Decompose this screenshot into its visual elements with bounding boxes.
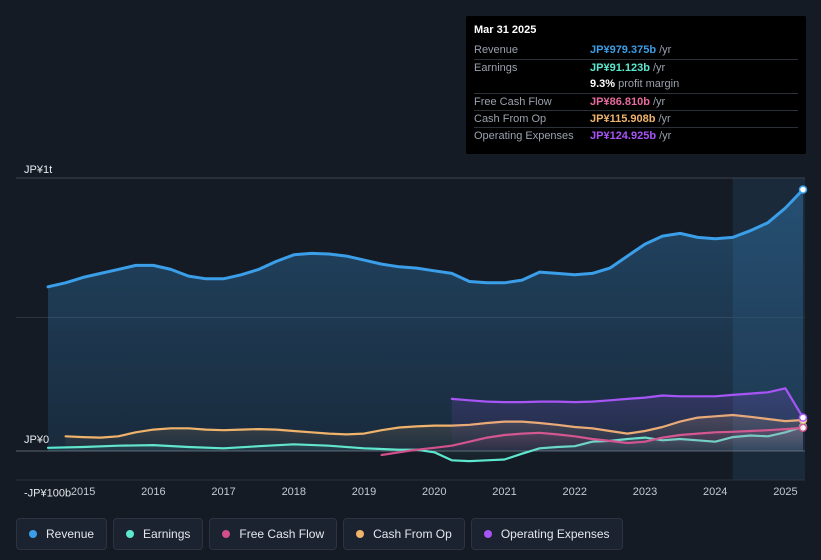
legend-label: Free Cash Flow [239,527,325,541]
legend-label: Cash From Op [373,527,452,541]
y-label-0: JP¥0 [24,434,49,446]
tooltip-value: JP¥979.375b [590,44,657,56]
x-tick-label: 2015 [71,486,95,498]
legend-dot-icon [126,530,135,538]
tooltip-panel: Mar 31 2025 Revenue JP¥979.375b /yr Earn… [466,16,806,154]
tooltip-date: Mar 31 2025 [474,24,537,36]
series-line-operating-expenses [450,387,805,419]
tooltip-value: JP¥91.123b [590,62,650,74]
tooltip-value: JP¥115.908b [590,113,656,125]
tooltip-row-profit-margin: 9.3% profit margin [474,76,798,93]
legend-item-earnings[interactable]: Earnings [113,518,204,550]
x-tick-label: 2024 [703,486,727,498]
tooltip-label: Operating Expenses [474,130,574,142]
legend-item-free-cash-flow[interactable]: Free Cash Flow [209,518,338,550]
tooltip-row-revenue: Revenue JP¥979.375b /yr [474,42,798,59]
tooltip-label: Free Cash Flow [474,96,552,108]
tooltip-unit: /yr [659,44,672,56]
legend-label: Earnings [143,527,191,541]
legend-dot-icon [356,530,365,538]
x-tick-label: 2021 [492,486,516,498]
x-tick-label: 2016 [141,486,165,498]
tooltip-row-earnings: Earnings JP¥91.123b /yr [474,59,798,76]
chart-svg[interactable]: 2015 2016 2017 2018 2019 2020 2021 2022 2023 2024… [0,0,821,510]
y-label-neg-100b: -JP¥100b [24,488,71,500]
tooltip-label: Cash From Op [474,113,547,125]
tooltip-unit: /yr [658,113,671,125]
series-area-revenue [48,189,803,451]
x-tick-label: 2019 [352,486,376,498]
legend: Revenue Earnings Free Cash Flow Cash Fro… [16,518,623,550]
tooltip-value: JP¥124.925b [590,130,657,142]
tooltip-unit: /yr [659,130,672,142]
x-tick-label: 2017 [211,486,235,498]
legend-dot-icon [29,530,37,538]
x-tick-label: 2020 [422,486,446,498]
tooltip-label: Earnings [474,62,518,74]
tooltip-unit: profit margin [618,78,680,90]
tooltip-row-free-cash-flow: Free Cash Flow JP¥86.810b /yr [474,93,798,110]
tooltip-value: JP¥86.810b [590,96,650,108]
legend-label: Revenue [46,527,95,541]
series-area-operating-expenses [451,388,803,451]
tooltip-unit: /yr [652,96,666,108]
legend-dot-icon [222,530,231,538]
legend-dot-icon [483,530,492,538]
tooltip-unit: /yr [652,62,666,74]
tooltip-row-operating-expenses: Operating Expenses JP¥124.925b /yr [474,127,798,144]
tooltip-label: Revenue [474,44,519,56]
x-tick-label: 2018 [282,486,306,498]
tooltip-label [474,76,590,93]
y-label-1t: JP¥1t [24,164,52,176]
tooltip-row-cash-from-op: Cash From Op JP¥115.908b /yr [474,110,798,127]
legend-item-revenue[interactable]: Revenue [16,518,108,550]
x-tick-label: 2023 [633,486,657,498]
series-end-marker-operating-expenses [798,413,808,422]
tooltip-value: 9.3% [590,78,616,90]
chart-area[interactable]: 2015 2016 2017 2018 2019 2020 2021 2022 2023 2024… [0,0,821,510]
x-tick-label: 2025 [773,486,797,498]
series-line-revenue [46,188,805,289]
legend-item-cash-from-op[interactable]: Cash From Op [343,518,465,550]
legend-label: Operating Expenses [500,527,610,541]
legend-item-operating-expenses[interactable]: Operating Expenses [470,518,623,550]
series-end-marker-revenue [798,185,808,194]
x-tick-label: 2022 [563,486,587,498]
